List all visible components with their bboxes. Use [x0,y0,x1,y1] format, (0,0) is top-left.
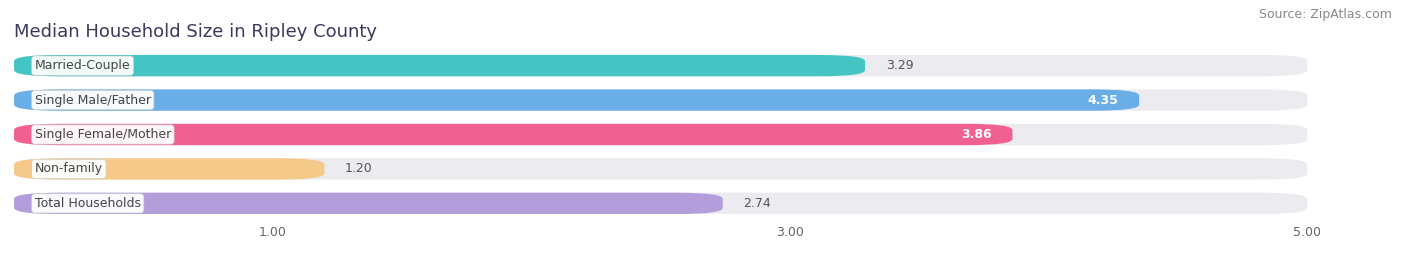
Text: Non-family: Non-family [35,162,103,175]
Text: Source: ZipAtlas.com: Source: ZipAtlas.com [1258,8,1392,21]
FancyBboxPatch shape [14,193,723,214]
FancyBboxPatch shape [14,89,1139,111]
Text: 1.20: 1.20 [344,162,373,175]
Text: Single Male/Father: Single Male/Father [35,94,150,107]
Text: Single Female/Mother: Single Female/Mother [35,128,172,141]
FancyBboxPatch shape [14,124,1308,145]
FancyBboxPatch shape [14,158,1308,180]
FancyBboxPatch shape [14,55,865,76]
Text: Total Households: Total Households [35,197,141,210]
FancyBboxPatch shape [14,55,1308,76]
FancyBboxPatch shape [14,124,1012,145]
Text: 4.35: 4.35 [1088,94,1119,107]
FancyBboxPatch shape [14,89,1308,111]
FancyBboxPatch shape [14,158,325,180]
Text: 3.29: 3.29 [886,59,914,72]
Text: Median Household Size in Ripley County: Median Household Size in Ripley County [14,23,377,41]
Text: Married-Couple: Married-Couple [35,59,131,72]
Text: 2.74: 2.74 [744,197,772,210]
Text: 3.86: 3.86 [962,128,991,141]
FancyBboxPatch shape [14,193,1308,214]
